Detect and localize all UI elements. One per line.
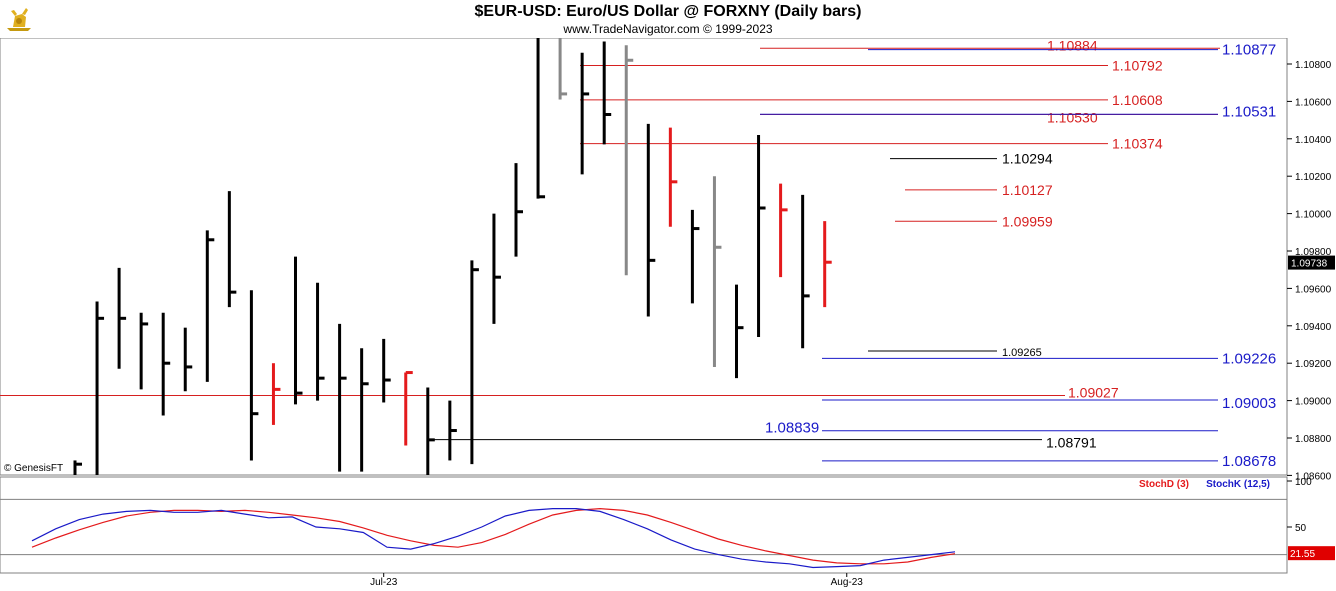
ohlc-bar: [668, 127, 678, 227]
price-tick-label: 1.10200: [1295, 172, 1332, 183]
ohlc-bar: [205, 230, 215, 382]
ohlc-bar: [514, 163, 523, 257]
ohlc-bar: [360, 348, 369, 472]
stoch-tick-label: 100: [1295, 477, 1312, 488]
ohlc-bar: [779, 183, 788, 278]
price-axis: 1.10800 1.10600 1.10400 1.10200 1.10000 1.098…: [1287, 60, 1335, 482]
ohlc-bar: [492, 213, 501, 324]
level-label: 1.09265: [1002, 347, 1042, 359]
ohlc-bar: [117, 267, 127, 369]
ohlc-bar: [624, 45, 634, 276]
level-label: 1.10374: [1112, 136, 1163, 152]
credit-text: © GenesisFT: [4, 463, 63, 474]
price-tick-label: 1.08600: [1295, 471, 1332, 482]
level-label: 1.10127: [1002, 182, 1053, 198]
stoch-value-label: 21.55: [1290, 549, 1315, 560]
price-tick-label: 1.09800: [1295, 247, 1332, 258]
price-tick-label: 1.10400: [1295, 135, 1332, 146]
stochD-legend: StochD (3): [1139, 479, 1189, 490]
ohlc-bar: [249, 290, 259, 461]
ohlc-bar: [690, 209, 700, 304]
level-label: 1.10608: [1112, 92, 1163, 108]
level-label: 1.10884: [1047, 37, 1098, 53]
level-label: 1.10877: [1222, 42, 1276, 59]
price-tick-label: 1.10000: [1295, 210, 1332, 221]
golden-bull-icon: [7, 8, 31, 31]
ohlc-bar: [161, 312, 171, 416]
price-bars: © GenesisFT: [4, 38, 832, 475]
ohlc-bar: [183, 327, 193, 392]
price-tick-label: 1.09000: [1295, 397, 1332, 408]
level-label: 1.08839: [765, 420, 819, 437]
price-tick-label: 1.09600: [1295, 284, 1332, 295]
ohlc-bar: [382, 338, 391, 403]
ohlc-bar: [73, 460, 82, 475]
level-lines: 1.10884 1.10877 1.10792 1.10608 1.10530 1.105…: [0, 37, 1276, 470]
date-tick-label: Aug-23: [831, 577, 864, 588]
price-tick-label: 1.09400: [1295, 322, 1332, 333]
level-label: 1.10530: [1047, 109, 1098, 125]
price-tick-label: 1.09200: [1295, 359, 1332, 370]
level-label: 1.10294: [1002, 151, 1053, 167]
ohlc-bar: [404, 371, 413, 446]
ohlc-bar: [271, 363, 281, 425]
level-label: 1.08678: [1222, 453, 1276, 470]
level-label: 1.09959: [1002, 213, 1053, 229]
chart-header: $EUR-USD: Euro/US Dollar @ FORXNY (Daily…: [0, 0, 1336, 38]
ohlc-bar: [801, 194, 810, 349]
level-label: 1.08791: [1046, 435, 1097, 451]
ohlc-bar: [426, 387, 435, 475]
ohlc-bar: [646, 123, 656, 317]
stochK-legend: StochK (12,5): [1206, 479, 1270, 490]
price-plot-frame: [0, 37, 1288, 476]
ohlc-bar: [470, 260, 479, 465]
ohlc-bar: [735, 284, 744, 379]
price-tick-label: 1.10600: [1295, 97, 1332, 108]
date-axis: Jul-23 Aug-23: [370, 573, 863, 588]
level-label: 1.10792: [1112, 57, 1163, 73]
stochK-line: [31, 508, 956, 569]
ohlc-bar: [823, 221, 832, 308]
current-price-box: [1288, 255, 1335, 270]
ohlc-bar: [757, 135, 766, 338]
ohlc-bar: [139, 312, 149, 390]
level-label: 1.09027: [1068, 385, 1119, 401]
stoch-value-box: [1288, 546, 1335, 561]
ohlc-bar: [558, 38, 568, 100]
level-label: 1.09003: [1222, 395, 1276, 412]
price-tick-label: 1.08800: [1295, 434, 1332, 445]
ohlc-bar: [338, 323, 347, 472]
price-pane: [0, 37, 1288, 574]
stoch-plot-frame: [0, 476, 1288, 574]
stochD-line: [31, 507, 956, 565]
chart-title: $EUR-USD: Euro/US Dollar @ FORXNY (Daily…: [474, 3, 862, 20]
ohlc-bar: [602, 41, 612, 145]
ohlc-bar: [227, 191, 237, 308]
ohlc-bar: [294, 256, 303, 405]
ohlc-bar: [712, 176, 722, 367]
chart-subtitle: www.TradeNavigator.com © 1999-2023: [563, 22, 773, 36]
date-tick-label: Jul-23: [370, 577, 398, 588]
stochastic-pane: 100 50 21.55 StochD (3) StochK (12,5): [0, 477, 1335, 569]
ohlc-bar: [95, 301, 105, 475]
stoch-tick-label: 50: [1295, 523, 1307, 534]
level-label: 1.10531: [1222, 103, 1276, 120]
ohlc-bar: [536, 38, 546, 199]
level-label: 1.09226: [1222, 350, 1276, 367]
ohlc-bar: [316, 282, 325, 401]
current-price-label: 1.09738: [1291, 259, 1328, 270]
price-tick-label: 1.10800: [1295, 60, 1332, 71]
ohlc-bar: [580, 52, 590, 175]
ohlc-bar: [448, 400, 457, 461]
